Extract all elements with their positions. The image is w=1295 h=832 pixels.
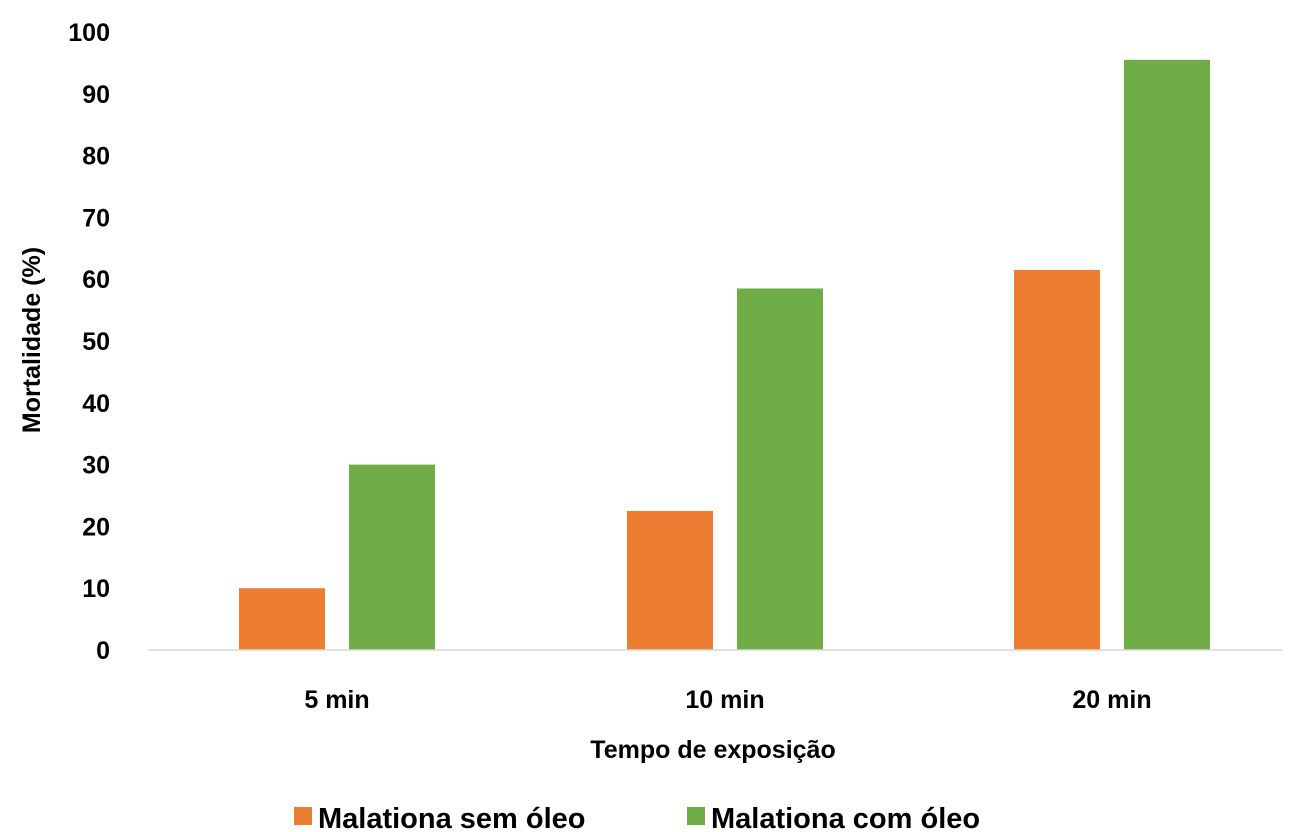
bar-5-min-series-1 xyxy=(239,588,325,650)
y-tick-label: 0 xyxy=(96,637,110,665)
legend-label-series-1: Malationa sem óleo xyxy=(318,803,586,832)
y-tick-label: 40 xyxy=(82,390,110,418)
y-tick-label: 80 xyxy=(82,143,110,171)
bar-10-min-series-2 xyxy=(737,288,823,650)
bar-20-min-series-2 xyxy=(1124,59,1210,651)
y-tick-labels: 0 10 20 30 40 50 60 70 80 90 100 xyxy=(68,19,110,665)
y-axis-title: Mortalidade (%) xyxy=(18,247,46,433)
legend: Malationa sem óleo Malationa com óleo xyxy=(294,803,980,832)
y-tick-label: 60 xyxy=(82,266,110,294)
y-tick-label: 100 xyxy=(68,19,110,47)
bar-10-min-series-1 xyxy=(627,510,713,650)
x-tick-label: 10 min xyxy=(685,686,764,714)
bar-20-min-series-1 xyxy=(1014,269,1100,650)
bars-group xyxy=(239,59,1210,651)
y-tick-label: 10 xyxy=(82,575,110,603)
legend-swatch-series-2 xyxy=(687,807,705,825)
x-tick-labels: 5 min 10 min 20 min xyxy=(304,686,1151,714)
x-axis-title: Tempo de exposição xyxy=(590,736,835,764)
y-tick-label: 20 xyxy=(82,513,110,541)
x-tick-label: 5 min xyxy=(304,686,369,714)
bar-5-min-series-2 xyxy=(349,464,435,650)
legend-swatch-series-1 xyxy=(294,807,312,825)
y-tick-label: 30 xyxy=(82,452,110,480)
legend-label-series-2: Malationa com óleo xyxy=(711,803,980,832)
x-tick-label: 20 min xyxy=(1072,686,1151,714)
y-tick-label: 90 xyxy=(82,81,110,109)
y-tick-label: 70 xyxy=(82,204,110,232)
y-tick-label: 50 xyxy=(82,328,110,356)
